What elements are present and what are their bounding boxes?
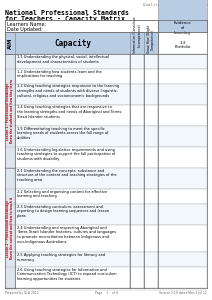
Bar (15, 204, 130, 225)
Bar (158, 252, 207, 267)
Bar (144, 267, 158, 288)
Text: Date Updated:: Date Updated: (7, 27, 43, 32)
Bar (130, 69, 144, 84)
Text: 2.1 Understanding the concepts, substance and
structure of the content and teach: 2.1 Understanding the concepts, substanc… (17, 169, 117, 182)
Bar (5, 54, 15, 168)
Bar (130, 84, 144, 105)
Bar (130, 204, 144, 225)
Text: Page    1    of 4: Page 1 of 4 (95, 291, 117, 295)
Bar (158, 105, 207, 126)
Bar (15, 267, 130, 288)
Bar (15, 32, 130, 54)
Text: 2.3 Understanding curriculum, assessment and
reporting to design learning sequen: 2.3 Understanding curriculum, assessment… (17, 205, 109, 218)
Bar (144, 69, 158, 84)
Text: 1.3 Using teaching strategies responsive to the learning
strengths and needs of : 1.3 Using teaching strategies responsive… (17, 84, 119, 98)
Text: Lesson 1 - Professional Knowledge
Know the students and how they learn: Lesson 1 - Professional Knowledge Know t… (6, 79, 14, 143)
Bar (15, 147, 130, 168)
Text: National Professional Standards: National Professional Standards (5, 10, 129, 16)
Text: 1.4 Using teaching strategies that are responsive to
the learning strengths and : 1.4 Using teaching strategies that are r… (17, 106, 121, 119)
Bar (144, 204, 158, 225)
Bar (158, 54, 207, 69)
Bar (130, 252, 144, 267)
Bar (130, 105, 144, 126)
Text: Capacity: Capacity (54, 38, 91, 47)
Bar (130, 267, 144, 288)
Bar (158, 0, 207, 32)
Bar (15, 189, 130, 204)
Text: Learners Name:: Learners Name: (7, 22, 46, 27)
Bar (144, 84, 158, 105)
Bar (144, 189, 158, 204)
Bar (130, 225, 144, 252)
Bar (144, 54, 158, 69)
Text: Version 2.10 dated Mon 3 Jul 12: Version 2.10 dated Mon 3 Jul 12 (159, 291, 207, 295)
Bar (130, 32, 144, 54)
Bar (158, 225, 207, 252)
Bar (144, 225, 158, 252)
Bar (15, 252, 130, 267)
Bar (130, 54, 144, 69)
Bar (144, 32, 158, 54)
Text: Evidence
of
Learning

1-3
Portfolio: Evidence of Learning 1-3 Portfolio (174, 21, 191, 50)
Text: 2.2 Selecting and organising content for effective
learning and teaching: 2.2 Selecting and organising content for… (17, 190, 107, 199)
Text: Know How (Slight
Competence): Know How (Slight Competence) (147, 25, 155, 53)
Bar (15, 225, 130, 252)
Bar (5, 20, 158, 32)
Bar (144, 252, 158, 267)
Text: 1.2 Understanding how students learn and the
implications for teaching: 1.2 Understanding how students learn and… (17, 70, 102, 78)
Bar (15, 84, 130, 105)
Bar (5, 168, 15, 288)
Bar (130, 189, 144, 204)
Bar (158, 84, 207, 105)
Bar (130, 147, 144, 168)
Text: 1.6 Understanding legislative requirements and using
teaching strategies to supp: 1.6 Understanding legislative requiremen… (17, 148, 115, 161)
Bar (130, 168, 144, 189)
Bar (15, 126, 130, 147)
Bar (5, 32, 15, 54)
Text: 1.1 Understanding the physical, social, intellectual
development and characteris: 1.1 Understanding the physical, social, … (17, 55, 109, 64)
Bar (158, 147, 207, 168)
Text: 2.5 Applying teaching strategies for literacy and
numeracy: 2.5 Applying teaching strategies for lit… (17, 253, 105, 262)
Bar (15, 69, 130, 84)
Text: Quality Learning Australia: Quality Learning Australia (143, 3, 208, 7)
Text: 1.5 Differentiating teaching to meet the specific
learning needs of students acr: 1.5 Differentiating teaching to meet the… (17, 127, 108, 140)
Bar (158, 267, 207, 288)
Bar (158, 204, 207, 225)
Bar (144, 126, 158, 147)
Bar (144, 147, 158, 168)
Text: 2.6 Using teaching strategies for Information and
Communication Technology (ICT): 2.6 Using teaching strategies for Inform… (17, 268, 117, 281)
Bar (15, 105, 130, 126)
Text: Lesson 2 - Professional Knowledge
Know the content and how to teach it: Lesson 2 - Professional Knowledge Know t… (6, 197, 14, 259)
Text: 2.4 Understanding and respecting Aboriginal and
Torres Strait Islander histories: 2.4 Understanding and respecting Aborigi… (17, 226, 116, 244)
Bar (158, 168, 207, 189)
Bar (158, 126, 207, 147)
Text: Information (Conscious
Incompetence): Information (Conscious Incompetence) (133, 16, 141, 53)
Bar (15, 168, 130, 189)
Bar (144, 105, 158, 126)
Bar (144, 168, 158, 189)
Bar (130, 126, 144, 147)
Bar (158, 189, 207, 204)
Text: Prepared by QLA 2012: Prepared by QLA 2012 (5, 291, 39, 295)
Bar (158, 69, 207, 84)
Text: for Teachers - Capacity Matrix: for Teachers - Capacity Matrix (5, 15, 125, 22)
Text: AIM: AIM (7, 37, 13, 49)
Bar (15, 54, 130, 69)
